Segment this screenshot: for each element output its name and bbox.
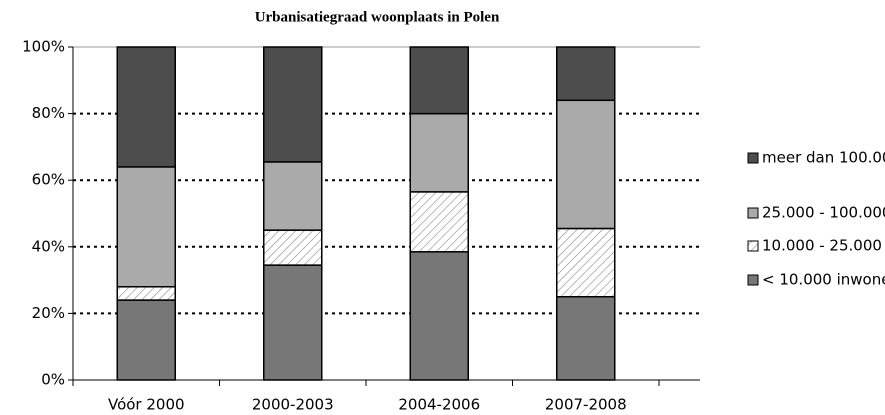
bar-segment <box>263 161 323 231</box>
bar-segment <box>116 286 176 301</box>
x-tick-label: 2007-2008 <box>545 396 627 414</box>
bar-segment <box>116 46 176 168</box>
x-tick-label: 2000-2003 <box>252 396 334 414</box>
bar-segment <box>556 227 616 298</box>
bar-segment <box>556 99 616 230</box>
bar-segment <box>116 299 176 381</box>
legend-swatch <box>747 152 759 164</box>
y-tick-label: 80% <box>32 104 65 122</box>
bar-segment <box>556 46 616 102</box>
legend-label: meer dan 100.000 <box>762 149 885 167</box>
bar-segment <box>409 191 469 253</box>
x-tick-label: Vóór 2000 <box>108 396 185 414</box>
y-tick-label: 60% <box>32 171 65 189</box>
y-tick-label: 20% <box>32 304 65 322</box>
y-tick-label: 0% <box>41 371 65 389</box>
legend-label: < 10.000 inwoners <box>762 271 885 289</box>
bar-segment <box>116 166 176 288</box>
legend-swatch <box>747 240 759 252</box>
bar-segment <box>556 296 616 381</box>
legend-label: 10.000 - 25.000 <box>762 237 882 255</box>
bar-segment <box>263 46 323 163</box>
legend-label: 25.000 - 100.000 <box>762 204 885 222</box>
bar-segment <box>409 46 469 115</box>
bar-segment <box>263 229 323 266</box>
legend-swatch <box>747 274 759 286</box>
chart-title: Urbanisatiegraad woonplaats in Polen <box>255 9 500 25</box>
bar-segment <box>409 251 469 381</box>
legend-swatch <box>747 207 759 219</box>
y-tick-label: 40% <box>32 237 65 255</box>
bar-segment <box>409 112 469 193</box>
x-tick-label: 2004-2006 <box>398 396 480 414</box>
bar-segment <box>263 264 323 381</box>
y-tick-label: 100% <box>22 38 65 56</box>
